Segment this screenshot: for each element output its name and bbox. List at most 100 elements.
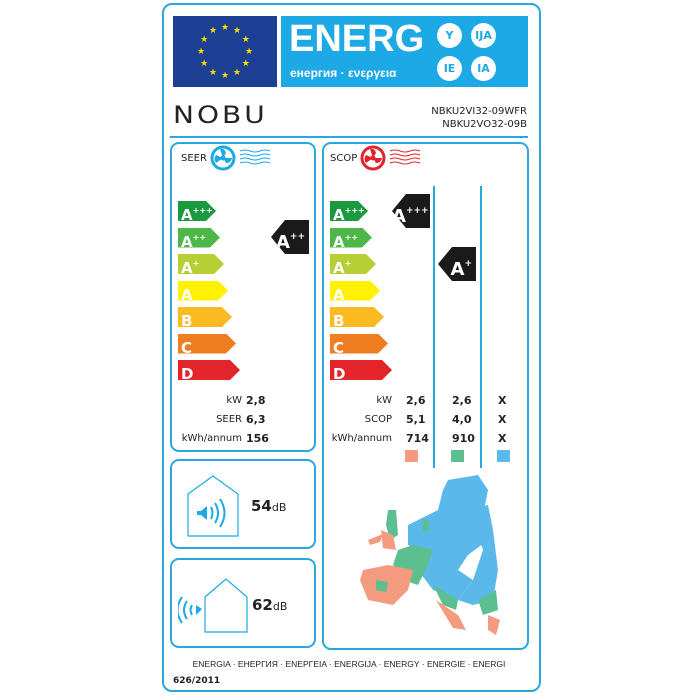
star: ★ <box>221 71 229 81</box>
class-letter: A <box>333 206 345 224</box>
class-letter: B <box>181 312 193 330</box>
seer-title: SEER <box>181 153 207 164</box>
scop-row-value: 2,6 <box>406 394 426 407</box>
rating-plus: +++ <box>405 206 429 216</box>
europe-climate-map <box>360 475 500 635</box>
energy-class-bar: A+ <box>330 254 376 274</box>
star: ★ <box>245 47 253 57</box>
rating-plus: ++ <box>289 232 305 242</box>
star: ★ <box>242 59 250 69</box>
lang-circle: IA <box>471 56 496 81</box>
indoor-sound-icon <box>187 475 239 537</box>
class-letter: C <box>333 338 345 357</box>
lang-circle: IE <box>437 56 462 81</box>
footer-energy-words: ENERGIA · ЕНЕРГИЯ · ΕΝΕΡΓΕΙΑ · ENERGIJA … <box>192 659 506 669</box>
star: ★ <box>209 26 217 36</box>
scop-row-label: SCOP <box>364 414 392 425</box>
seer-panel <box>170 142 316 452</box>
star: ★ <box>221 23 229 33</box>
scop-row-value: 5,1 <box>406 413 426 426</box>
energy-class-bar: A++ <box>178 228 220 248</box>
scop-row-label: kW <box>376 395 392 406</box>
class-letter: B <box>333 312 345 330</box>
scop-row-value: X <box>498 432 507 445</box>
energy-class-bar: A+++ <box>330 201 368 221</box>
eu-flag: ★ ★ ★ ★ ★ ★ ★ ★ ★ ★ ★ ★ <box>173 16 277 87</box>
energy-class-bar: B <box>330 307 384 327</box>
outdoor-sound-icon <box>178 578 248 633</box>
seer-row-value: 2,8 <box>246 394 266 407</box>
scop-row-value: 714 <box>406 432 429 445</box>
seer-row-label: kWh/annum <box>181 433 242 444</box>
class-letter: A <box>333 232 345 251</box>
indoor-noise-panel <box>170 459 316 549</box>
noise-level: 62 <box>252 596 273 614</box>
fan-cooling-icon <box>210 145 271 171</box>
noise-unit: dB <box>271 501 287 514</box>
energy-class-bar: D <box>178 360 240 380</box>
star: ★ <box>233 26 241 36</box>
seer-row-label: kW <box>226 395 242 406</box>
fan-heating-icon <box>360 145 421 171</box>
energy-class-bar: C <box>178 334 236 354</box>
rating-letter: A <box>450 259 465 280</box>
rating-plus: + <box>464 259 472 269</box>
divider <box>170 136 528 138</box>
scop-panel <box>322 142 529 650</box>
lang-circle: Y <box>437 23 462 48</box>
star: ★ <box>242 35 250 45</box>
energy-class-bar: A+ <box>178 254 224 274</box>
scop-row-label: kWh/annum <box>331 433 392 444</box>
class-letter: A <box>333 259 345 277</box>
energy-class-bar: A+++ <box>178 201 216 221</box>
model-indoor: NBKU2VI32-09WFR <box>431 106 527 117</box>
energ-title: ENERG <box>289 18 425 60</box>
scop-title: SCOP <box>330 153 358 164</box>
climate-zone-swatch <box>497 450 510 462</box>
class-letter: A <box>181 206 193 224</box>
seer-row-label: SEER <box>216 414 242 425</box>
noise-level: 54 <box>251 497 272 515</box>
outdoor-noise-panel <box>170 558 316 648</box>
class-letter: C <box>181 338 193 357</box>
star: ★ <box>200 59 208 69</box>
star: ★ <box>233 68 241 78</box>
scop-row-value: X <box>498 394 507 407</box>
energy-class-bar: A <box>178 281 228 301</box>
energy-class-bar: A++ <box>330 228 372 248</box>
seer-row-value: 156 <box>246 432 269 445</box>
scop-row-value: X <box>498 413 507 426</box>
class-letter: D <box>181 365 194 383</box>
scop-row-value: 910 <box>452 432 475 445</box>
class-plus: +++ <box>344 206 365 215</box>
seer-row-value: 6,3 <box>246 413 266 426</box>
climate-zone-swatch <box>451 450 464 462</box>
star: ★ <box>200 35 208 45</box>
star: ★ <box>209 68 217 78</box>
energy-banner: ENERG енергия · ενεργεια Y IJA IE IA <box>281 16 528 87</box>
outdoor-noise-value: 62dB <box>252 596 287 614</box>
energy-label-frame <box>162 3 541 692</box>
column-divider <box>480 186 482 468</box>
column-divider <box>433 186 435 468</box>
energy-class-bar: B <box>178 307 232 327</box>
class-plus: + <box>192 259 200 268</box>
class-letter: A <box>333 285 345 304</box>
regulation-number: 626/2011 <box>173 676 221 686</box>
class-letter: D <box>333 365 346 383</box>
indoor-noise-value: 54dB <box>251 497 286 515</box>
class-letter: A <box>181 259 193 277</box>
energy-class-bar: A <box>330 281 380 301</box>
model-outdoor: NBKU2VO32-09B <box>442 119 527 130</box>
energy-class-bar: D <box>330 360 392 380</box>
star: ★ <box>197 47 205 57</box>
class-plus: + <box>344 259 352 268</box>
scop-row-value: 4,0 <box>452 413 472 426</box>
noise-unit: dB <box>272 600 288 613</box>
class-plus: ++ <box>192 232 207 242</box>
climate-zone-swatch <box>405 450 418 462</box>
brand-logo: NOBU <box>173 101 268 130</box>
energy-class-bar: C <box>330 334 388 354</box>
class-letter: A <box>181 232 193 251</box>
lang-circle: IJA <box>471 23 496 48</box>
